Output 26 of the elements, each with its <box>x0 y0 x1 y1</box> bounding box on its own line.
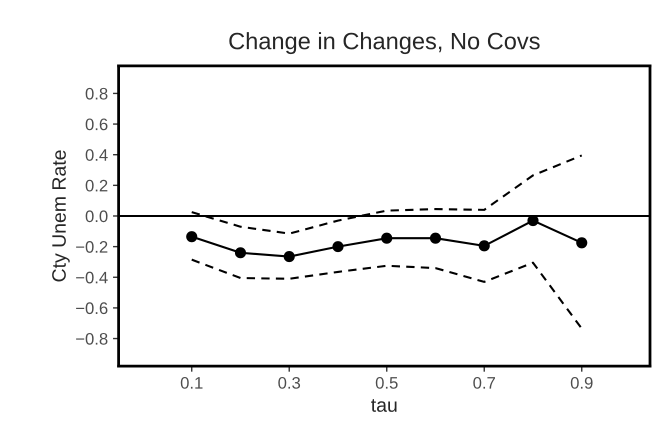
y-tick-label: 0.6 <box>86 118 108 130</box>
point <box>186 231 198 242</box>
point <box>381 232 392 244</box>
y-tick-label: 0.2 <box>86 180 108 192</box>
y-tick-label: −0.2 <box>76 241 108 253</box>
x-tick-label: 0.7 <box>473 376 495 389</box>
x-tick-label: 0.5 <box>376 376 398 389</box>
line-series <box>190 258 583 330</box>
y-tick-label: 0.4 <box>86 149 108 161</box>
y-tick-label: −0.4 <box>76 272 108 284</box>
x-tick-label: 0.3 <box>278 376 300 389</box>
x-tick-label: 0.1 <box>180 376 202 389</box>
point <box>430 232 442 244</box>
point <box>332 241 344 252</box>
point <box>478 240 490 252</box>
y-tick-label: −0.8 <box>76 332 108 345</box>
y-axis-title: Cty Unem Rate <box>52 150 70 282</box>
point <box>234 247 246 258</box>
y-tick-label: −0.6 <box>76 302 108 314</box>
y-tick-label: 0.0 <box>86 210 108 222</box>
point <box>284 251 295 262</box>
y-tick-label: 0.8 <box>86 88 108 100</box>
x-tick-label: 0.9 <box>570 376 593 389</box>
point <box>576 237 588 248</box>
chart-title: Change in Changes, No Covs <box>229 32 540 54</box>
x-axis-title: tau <box>371 399 397 412</box>
